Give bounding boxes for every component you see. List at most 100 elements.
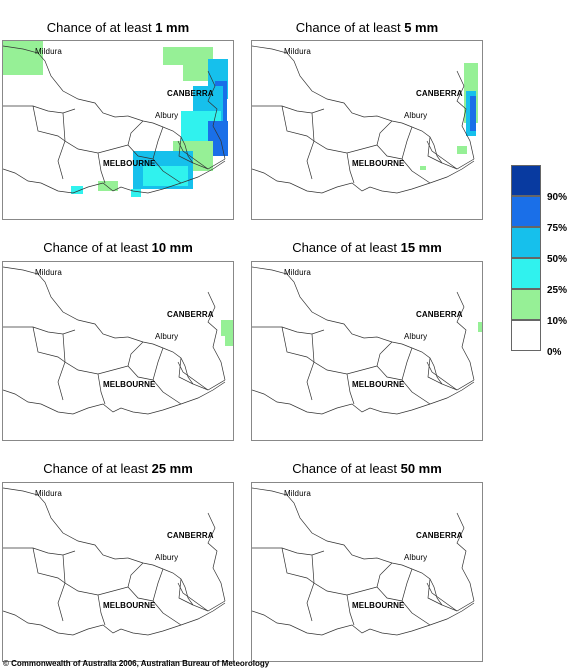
region-boundary [401,126,413,160]
city-label-canberra: CANBERRA [416,89,463,98]
region-boundary [127,562,144,588]
basemap-svg [252,487,475,636]
region-boundary [401,347,413,381]
region-boundary [97,152,106,184]
region-boundary [177,140,209,170]
region-boundary [426,140,458,170]
panel-title: Chance of at least 50 mm [292,461,442,476]
city-label-canberra: CANBERRA [167,531,214,540]
region-boundary [57,361,66,401]
rainfall-map: Mildura CANBERRA Albury MELBOURNE [251,40,483,220]
region-boundary [252,602,475,636]
region-boundary [3,547,76,556]
region-boundary [426,361,458,391]
region-boundary [127,341,144,367]
rain-probability-cell [470,96,476,131]
city-label-canberra: CANBERRA [167,89,214,98]
region-boundary [97,594,106,626]
legend-label: 50% [547,254,568,265]
region-boundary [57,140,66,180]
region-boundary [127,120,144,146]
rainfall-map: Mildura CANBERRA Albury MELBOURNE [251,482,483,662]
city-label-melbourne: MELBOURNE [103,380,156,389]
legend-label: 0% [547,347,562,358]
rainfall-map: Mildura CANBERRA Albury MELBOURNE [251,261,483,441]
rain-probability-cell [98,181,118,191]
region-boundary [3,160,226,194]
city-label-mildura: Mildura [35,489,62,498]
region-boundary [427,136,443,164]
rainfall-map: Mildura CANBERRA Albury MELBOURNE [2,482,234,662]
legend-label: 90% [547,192,568,203]
region-boundary [427,578,443,606]
region-boundary [252,326,325,335]
city-label-canberra: CANBERRA [416,310,463,319]
rain-probability-cell [225,336,233,346]
legend-swatch-90 [511,165,541,196]
city-label-canberra: CANBERRA [416,531,463,540]
region-boundary [207,70,226,160]
region-boundary [252,547,325,556]
region-boundary [178,136,194,164]
rain-probability-cell [71,186,83,194]
legend-swatch-10 [511,289,541,320]
copyright-notice: © Commonwealth of Australia 2006, Austra… [3,659,270,668]
city-label-mildura: Mildura [35,47,62,56]
basemap-svg [3,266,233,415]
panel-title: Chance of at least 25 mm [43,461,193,476]
region-boundary [311,554,378,596]
region-boundary [376,341,393,367]
city-label-melbourne: MELBOURNE [103,159,156,168]
region-boundary [178,357,194,385]
region-boundary [306,582,315,622]
region-boundary [152,347,164,381]
region-boundary [252,266,475,391]
region-boundary [3,326,76,335]
legend-swatch-0 [511,320,541,351]
region-boundary [207,291,226,381]
region-boundary [281,326,315,363]
city-label-mildura: Mildura [284,47,311,56]
region-boundary [456,291,475,381]
region-boundary [456,70,475,160]
rain-probability-cell [163,47,213,65]
region-boundary [281,105,315,142]
region-boundary [3,602,226,636]
region-boundary [311,333,378,375]
city-label-canberra: CANBERRA [167,310,214,319]
region-boundary [311,112,378,154]
rain-probability-cell [131,189,141,197]
region-boundary [252,45,475,170]
region-boundary [3,381,226,415]
region-boundary [281,547,315,584]
region-boundary [3,45,226,170]
region-boundary [177,361,209,391]
region-boundary [62,112,129,154]
region-boundary [252,105,325,114]
panel-title: Chance of at least 15 mm [292,240,442,255]
region-boundary [3,105,76,114]
city-label-mildura: Mildura [35,268,62,277]
region-boundary [62,554,129,596]
region-boundary [32,105,66,142]
rain-probability-cell [143,166,188,186]
region-boundary [426,582,458,612]
region-boundary [62,333,129,375]
city-label-albury: Albury [404,553,428,562]
city-label-albury: Albury [155,111,179,120]
region-boundary [97,373,106,405]
region-boundary [252,381,475,415]
rain-probability-cell [221,320,233,336]
region-boundary [178,578,194,606]
panel-title: Chance of at least 10 mm [43,240,193,255]
basemap-svg [252,266,482,415]
region-boundary [306,140,315,180]
city-label-mildura: Mildura [284,489,311,498]
region-boundary [346,373,355,405]
region-boundary [306,361,315,401]
region-boundary [152,568,164,602]
region-boundary [207,512,226,602]
legend-label: 75% [547,223,568,234]
city-label-melbourne: MELBOURNE [352,601,405,610]
region-boundary [57,582,66,622]
